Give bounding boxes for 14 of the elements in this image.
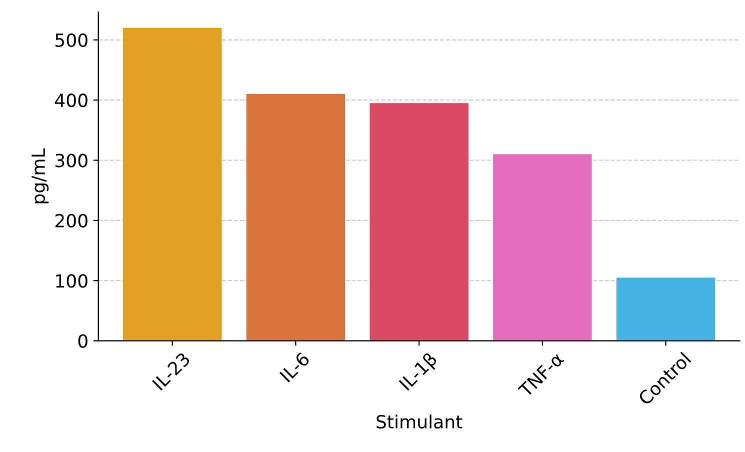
y-axis-title: pg/mL: [32, 148, 49, 204]
y-tick-label: 100: [56, 274, 88, 288]
bar: [493, 154, 592, 341]
y-tick-label: 400: [55, 94, 88, 108]
bar: [616, 278, 716, 341]
bar: [246, 94, 346, 341]
bar: [370, 103, 468, 341]
y-tick-label: 300: [56, 154, 88, 168]
y-tick-label: 0: [78, 334, 88, 348]
x-axis-title: Stimulant: [376, 414, 462, 429]
y-tick-label: 500: [56, 33, 88, 48]
bar: [123, 28, 222, 341]
x-tick-label: IL-6: [279, 352, 310, 383]
y-tick-label: 200: [55, 214, 88, 228]
